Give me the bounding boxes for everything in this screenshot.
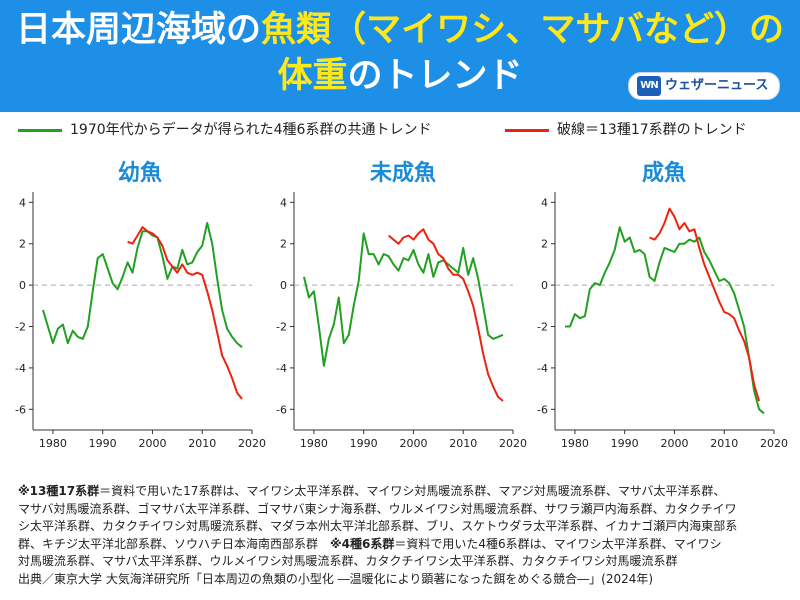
x-tick-label: 2010 xyxy=(449,437,477,450)
y-tick-label: -6 xyxy=(276,403,287,416)
footnote-line: 群、キチジ太平洋北部系群、ソウハチ日本海南西部系群 ※4種6系群＝資料で用いた4… xyxy=(18,536,788,554)
y-tick-label: -4 xyxy=(15,362,26,375)
footnote-line: マサバ対馬暖流系群、ゴマサバ太平洋系群、ゴマサバ東シナ海系群、ウルメイワシ対馬暖… xyxy=(18,501,737,516)
red-series-line xyxy=(649,207,761,402)
y-tick-label: 0 xyxy=(19,279,26,292)
y-tick-label: 0 xyxy=(280,279,287,292)
x-tick-label: 2000 xyxy=(660,437,688,450)
y-tick-label: 4 xyxy=(19,196,26,209)
chart-title: 幼魚 xyxy=(118,160,162,186)
y-tick-label: -2 xyxy=(537,321,548,334)
chart-title: 成魚 xyxy=(642,160,686,186)
footnote-line: 対馬暖流系群、マサバ太平洋系群、ウルメイワシ対馬暖流系群、カタクチイワシ太平洋系… xyxy=(18,554,678,568)
y-tick-label: -4 xyxy=(276,362,287,375)
weathernews-logo-text: ウェザーニュース xyxy=(665,78,769,93)
y-tick-label: -2 xyxy=(276,321,287,334)
legend-red-label: 破線＝13種17系群のトレンド xyxy=(557,122,747,138)
green-series-line xyxy=(303,232,504,367)
title-line-2: 体重のトレンド xyxy=(0,56,800,96)
green-series-line xyxy=(42,222,243,348)
title-part: のトレンド xyxy=(347,56,523,96)
footnote-bold: ※4種6系群 xyxy=(330,536,395,551)
x-tick-label: 1980 xyxy=(300,437,328,450)
x-tick-label: 1980 xyxy=(561,437,589,450)
legend-green-line xyxy=(18,129,62,132)
y-tick-label: -2 xyxy=(15,321,26,334)
y-tick-label: 2 xyxy=(541,238,548,251)
weathernews-logo-mark: WN xyxy=(637,76,661,96)
charts-area: 幼魚 4 2 0 -2 -4 -6 1980 1990 2000 2010 2020 未成魚 4 2 0 -2 -… xyxy=(15,160,788,450)
x-tick-label: 1990 xyxy=(611,437,639,450)
y-tick-label: 2 xyxy=(280,238,287,251)
y-tick-label: -6 xyxy=(537,403,548,416)
title-highlight-species: （マイワシ、マサバなど）の xyxy=(331,10,784,50)
x-tick-label: 2020 xyxy=(238,437,266,450)
footnote-line: シ太平洋系群、カタクチイワシ対馬暖流系群、マダラ本州太平洋北部系群、ブリ、スケト… xyxy=(18,519,738,533)
x-tick-label: 2010 xyxy=(710,437,738,450)
footnote-bold: ※13種17系群 xyxy=(18,484,100,498)
footnote-text: ＝資料で用いた4種6系群は、マイワシ太平洋系群、マイワシ xyxy=(394,536,722,551)
title-highlight-fish: 魚類 xyxy=(261,10,332,50)
header-banner: 日本周辺海域の魚類（マイワシ、マサバなど）の 体重のトレンド WN ウェザーニュ… xyxy=(0,0,800,112)
x-tick-label: 2020 xyxy=(499,437,527,450)
title-line-1: 日本周辺海域の魚類（マイワシ、マサバなど）の xyxy=(0,10,800,50)
footnote-line: ※13種17系群＝資料で用いた17系群は、マイワシ太平洋系群、マイワシ対馬暖流系… xyxy=(18,483,788,501)
red-series-line xyxy=(127,226,243,400)
legend-red-line xyxy=(505,129,549,132)
title-highlight-weight: 体重 xyxy=(277,56,348,96)
footnote-text: 群、キチジ太平洋北部系群、ソウハチ日本海南西部系群 xyxy=(18,536,331,551)
y-tick-label: 4 xyxy=(280,196,287,209)
x-tick-label: 1990 xyxy=(89,437,117,450)
red-series-line xyxy=(387,228,504,402)
x-tick-label: 1980 xyxy=(39,437,67,450)
footnote: ※13種17系群＝資料で用いた17系群は、マイワシ太平洋系群、マイワシ対馬暖流系… xyxy=(18,483,788,588)
green-series-line xyxy=(565,226,765,415)
y-tick-label: 2 xyxy=(19,238,26,251)
footnote-source: 出典／東京大学 大気海洋研究所「日本周辺の魚類の小型化 ―温暖化により顕著になっ… xyxy=(18,571,654,586)
y-tick-label: -6 xyxy=(15,403,26,416)
weathernews-logo: WN ウェザーニュース xyxy=(628,72,780,100)
legend-green-label: 1970年代からデータが得られた4種6系群の共通トレンド xyxy=(70,122,432,138)
x-tick-label: 2020 xyxy=(760,437,788,450)
title-part: 日本周辺海域の xyxy=(16,10,262,50)
y-tick-label: 4 xyxy=(541,196,548,209)
x-tick-label: 1990 xyxy=(350,437,378,450)
y-tick-label: 0 xyxy=(541,279,548,292)
x-tick-label: 2000 xyxy=(399,437,427,450)
x-tick-label: 2000 xyxy=(138,437,166,450)
y-tick-label: -4 xyxy=(537,362,548,375)
x-tick-label: 2010 xyxy=(188,437,216,450)
chart-title: 未成魚 xyxy=(370,160,436,186)
footnote-text: ＝資料で用いた17系群は、マイワシ太平洋系群、マイワシ対馬暖流系群、マアジ対馬暖… xyxy=(99,484,726,498)
